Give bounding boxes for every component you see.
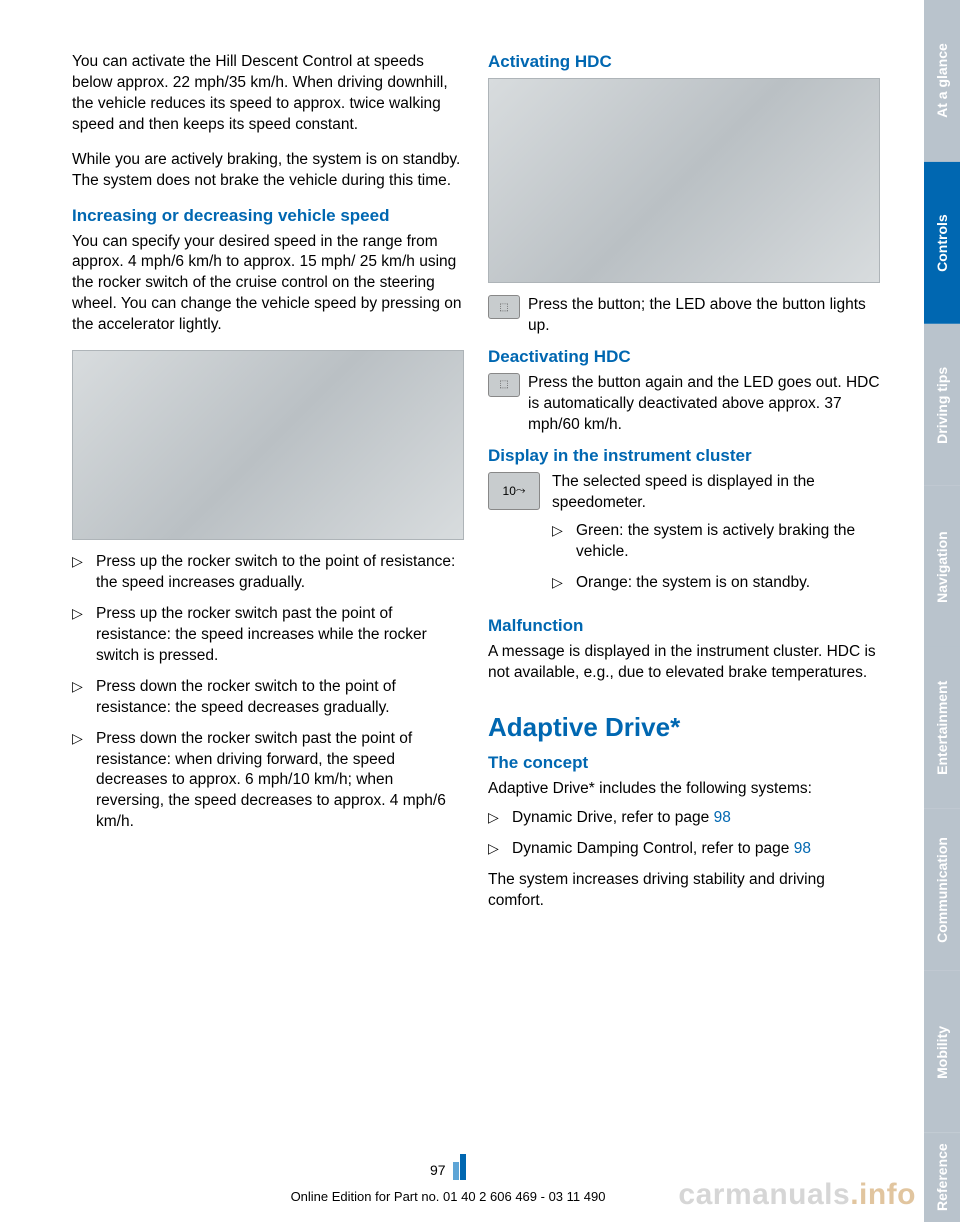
heading-concept: The concept [488, 753, 880, 773]
display-intro: The selected speed is displayed in the s… [552, 472, 880, 514]
bullet-icon: ▷ [72, 729, 96, 834]
list-text: Press down the rocker switch past the po… [96, 729, 464, 834]
page-link[interactable]: 98 [794, 840, 811, 857]
tab-entertainment[interactable]: Entertainment [924, 647, 960, 809]
bullet-pre: Dynamic Drive, refer to page [512, 809, 714, 826]
bullet-pre: Dynamic Damping Control, refer to page [512, 840, 794, 857]
list-text: Orange: the system is on standby. [576, 573, 880, 594]
tab-at-a-glance[interactable]: At a glance [924, 0, 960, 162]
deactivate-row: ⬚ Press the button again and the LED goe… [488, 373, 880, 436]
paragraph: You can specify your desired speed in th… [72, 232, 464, 337]
list-item: ▷ Green: the system is actively braking … [552, 521, 880, 563]
heading-display: Display in the instrument cluster [488, 446, 880, 466]
list-text: Dynamic Drive, refer to page 98 [512, 808, 880, 829]
bullet-icon: ▷ [552, 521, 576, 563]
list-text: Press down the rocker switch to the poin… [96, 677, 464, 719]
tab-controls[interactable]: Controls [924, 162, 960, 324]
hdc-button-icon: ⬚ [488, 295, 528, 337]
page-number-wrap: 97 [0, 1154, 896, 1180]
hdc-button-icon: ⬚ [488, 373, 528, 436]
deactivate-text: Press the button again and the LED goes … [528, 373, 880, 436]
tab-communication[interactable]: Communication [924, 809, 960, 971]
list-text: Press up the rocker switch to the point … [96, 552, 464, 594]
list-item: ▷ Press up the rocker switch past the po… [72, 604, 464, 667]
malfunction-text: A message is displayed in the instrument… [488, 642, 880, 684]
list-item: ▷ Press down the rocker switch to the po… [72, 677, 464, 719]
left-column: You can activate the Hill Descent Contro… [72, 52, 464, 926]
bullet-icon: ▷ [72, 552, 96, 594]
heading-activating: Activating HDC [488, 52, 880, 72]
watermark-main: carmanuals [678, 1178, 850, 1211]
concept-outro: The system increases driving stability a… [488, 870, 880, 912]
rocker-bullet-list: ▷ Press up the rocker switch to the poin… [72, 552, 464, 833]
content-columns: You can activate the Hill Descent Contro… [72, 52, 880, 926]
list-item: ▷ Dynamic Damping Control, refer to page… [488, 839, 880, 860]
page-number: 97 [430, 1162, 446, 1178]
heading-malfunction: Malfunction [488, 616, 880, 636]
list-text: Press up the rocker switch past the poin… [96, 604, 464, 667]
heading-speed: Increasing or decreasing vehicle speed [72, 206, 464, 226]
list-item: ▷ Press up the rocker switch to the poin… [72, 552, 464, 594]
concept-intro: Adaptive Drive* includes the following s… [488, 779, 880, 800]
list-item: ▷ Press down the rocker switch past the … [72, 729, 464, 834]
hdc-button-image [488, 78, 880, 283]
bullet-icon: ▷ [488, 839, 512, 860]
activate-text: Press the button; the LED above the butt… [528, 295, 880, 337]
heading-adaptive-drive: Adaptive Drive* [488, 712, 880, 743]
tab-navigation[interactable]: Navigation [924, 486, 960, 648]
heading-deactivating: Deactivating HDC [488, 347, 880, 367]
tab-mobility[interactable]: Mobility [924, 971, 960, 1133]
display-block: 10⤳ The selected speed is displayed in t… [488, 472, 880, 605]
manual-page: You can activate the Hill Descent Contro… [0, 0, 960, 1222]
list-text: Green: the system is actively braking th… [576, 521, 880, 563]
list-item: ▷ Dynamic Drive, refer to page 98 [488, 808, 880, 829]
tab-reference[interactable]: Reference [924, 1133, 960, 1222]
tab-driving-tips[interactable]: Driving tips [924, 324, 960, 486]
display-body: The selected speed is displayed in the s… [552, 472, 880, 605]
bullet-icon: ▷ [552, 573, 576, 594]
section-tabs: At a glance Controls Driving tips Naviga… [924, 0, 960, 1222]
speedometer-icon: 10⤳ [488, 472, 552, 605]
rocker-switch-image [72, 350, 464, 540]
bullet-icon: ▷ [72, 604, 96, 667]
watermark: carmanuals.info [678, 1178, 916, 1212]
bullet-icon: ▷ [488, 808, 512, 829]
page-link[interactable]: 98 [714, 809, 731, 826]
list-item: ▷ Orange: the system is on standby. [552, 573, 880, 594]
right-column: Activating HDC ⬚ Press the button; the L… [488, 52, 880, 926]
activate-row: ⬚ Press the button; the LED above the bu… [488, 295, 880, 337]
list-text: Dynamic Damping Control, refer to page 9… [512, 839, 880, 860]
bullet-icon: ▷ [72, 677, 96, 719]
icon-label: 10 [503, 484, 516, 498]
page-number-bars-icon [452, 1154, 466, 1180]
watermark-suffix: .info [850, 1178, 916, 1211]
paragraph: While you are actively braking, the syst… [72, 150, 464, 192]
paragraph: You can activate the Hill Descent Contro… [72, 52, 464, 136]
